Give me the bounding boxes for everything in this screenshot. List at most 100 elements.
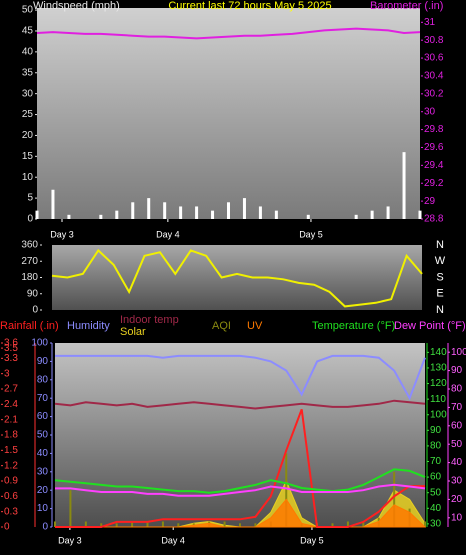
tick-label: 0 bbox=[32, 305, 38, 316]
tick-label: 110 bbox=[430, 394, 446, 405]
tick-label: 100 bbox=[31, 338, 48, 349]
tick-label: 5 bbox=[27, 193, 33, 204]
tick-label: 29.4 bbox=[424, 160, 444, 171]
bar bbox=[346, 521, 349, 527]
bar bbox=[177, 523, 180, 527]
series-line bbox=[55, 483, 426, 497]
bar bbox=[147, 198, 151, 219]
series-line bbox=[55, 354, 426, 401]
tick-label: 40 bbox=[22, 47, 34, 58]
series-line bbox=[51, 248, 423, 308]
tick-label: 2.7 bbox=[4, 384, 18, 395]
bar bbox=[54, 521, 56, 527]
tick-label: 29.6 bbox=[424, 142, 444, 153]
tick-label: 20 bbox=[451, 494, 463, 505]
tick-label: 1.2 bbox=[4, 460, 18, 471]
compass-label: N bbox=[436, 304, 444, 316]
tick-label: 3.3 bbox=[4, 353, 18, 364]
bar bbox=[274, 210, 278, 219]
legend-label: Solar bbox=[120, 326, 146, 338]
bar bbox=[115, 523, 118, 527]
tick-label: 80 bbox=[430, 441, 442, 452]
bar bbox=[84, 521, 87, 527]
bar bbox=[402, 152, 406, 219]
bar bbox=[386, 206, 390, 219]
panel-background bbox=[55, 343, 425, 527]
tick-label: 0.6 bbox=[4, 491, 18, 502]
bar bbox=[179, 206, 183, 219]
tick-label: 50 bbox=[451, 439, 463, 450]
bar bbox=[393, 471, 396, 527]
tick-label: 0.9 bbox=[4, 476, 18, 487]
bar bbox=[99, 214, 103, 219]
tick-label: 270 bbox=[21, 256, 38, 267]
tick-label: 70 bbox=[430, 456, 442, 467]
tick-label: 0 bbox=[4, 522, 10, 533]
tick-label: 100 bbox=[430, 409, 447, 420]
tick-label: 40 bbox=[451, 457, 463, 468]
tick-label: 28.8 bbox=[424, 214, 444, 225]
tick-label: 70 bbox=[451, 402, 463, 413]
tick-label: 0 bbox=[42, 522, 48, 533]
tick-label: 50 bbox=[430, 487, 442, 498]
tick-label: 60 bbox=[430, 472, 442, 483]
bar bbox=[254, 523, 257, 527]
chart-title: Current last 72 hours May 5 2025 bbox=[168, 0, 331, 12]
tick-label: 140 bbox=[430, 347, 447, 358]
tick-label: 50 bbox=[22, 5, 34, 16]
tick-label: 90 bbox=[451, 365, 463, 376]
bar bbox=[211, 210, 215, 219]
bar bbox=[35, 210, 39, 219]
tick-label: 45 bbox=[22, 26, 34, 37]
series-area bbox=[55, 498, 427, 528]
legend-label: Indoor temp bbox=[120, 314, 179, 326]
compass-label: S bbox=[436, 271, 443, 283]
bar bbox=[354, 214, 358, 219]
tick-label: 180 bbox=[21, 272, 38, 283]
bar bbox=[51, 189, 55, 219]
tick-label: 50 bbox=[37, 430, 49, 441]
tick-label: 90 bbox=[430, 425, 442, 436]
tick-label: 130 bbox=[430, 363, 447, 374]
bar bbox=[306, 214, 310, 219]
tick-label: 30 bbox=[37, 466, 49, 477]
legend-label: Temperature (°F) bbox=[312, 320, 395, 332]
bar bbox=[331, 523, 334, 527]
tick-label: 10 bbox=[22, 172, 34, 183]
bar bbox=[258, 206, 262, 219]
bar bbox=[131, 521, 134, 527]
x-tick-label: Day 5 bbox=[300, 535, 324, 545]
bar bbox=[239, 523, 241, 527]
legend-label: Humidity bbox=[67, 320, 110, 332]
tick-label: 100 bbox=[451, 347, 466, 358]
tick-label: 80 bbox=[37, 374, 49, 385]
tick-label: 90 bbox=[37, 356, 49, 367]
tick-label: 25 bbox=[22, 109, 34, 120]
bar bbox=[418, 210, 422, 219]
tick-label: 30.6 bbox=[424, 53, 444, 64]
tick-label: 30 bbox=[451, 476, 463, 487]
panel-background bbox=[37, 8, 420, 219]
tick-label: 0.3 bbox=[4, 506, 18, 517]
tick-label: 30 bbox=[22, 88, 34, 99]
bar bbox=[69, 490, 72, 527]
bar bbox=[362, 521, 365, 527]
tick-label: 15 bbox=[22, 151, 34, 162]
legend-label: Rainfall (.in) bbox=[0, 320, 59, 332]
tick-label: 1.8 bbox=[4, 430, 18, 441]
tick-label: 30.4 bbox=[424, 71, 444, 82]
compass-label: W bbox=[435, 255, 446, 267]
bar bbox=[131, 202, 135, 219]
x-tick-label: Day 5 bbox=[299, 229, 323, 239]
tick-label: 40 bbox=[37, 448, 49, 459]
tick-label: 2.1 bbox=[4, 414, 18, 425]
bar bbox=[424, 521, 426, 527]
tick-label: 360 bbox=[21, 240, 38, 251]
bar bbox=[195, 206, 199, 219]
tick-label: 1.5 bbox=[4, 445, 18, 456]
series-line bbox=[54, 399, 426, 410]
tick-label: 90 bbox=[27, 288, 39, 299]
x-tick-label: Day 4 bbox=[156, 229, 180, 239]
tick-label: 29.8 bbox=[424, 124, 444, 135]
